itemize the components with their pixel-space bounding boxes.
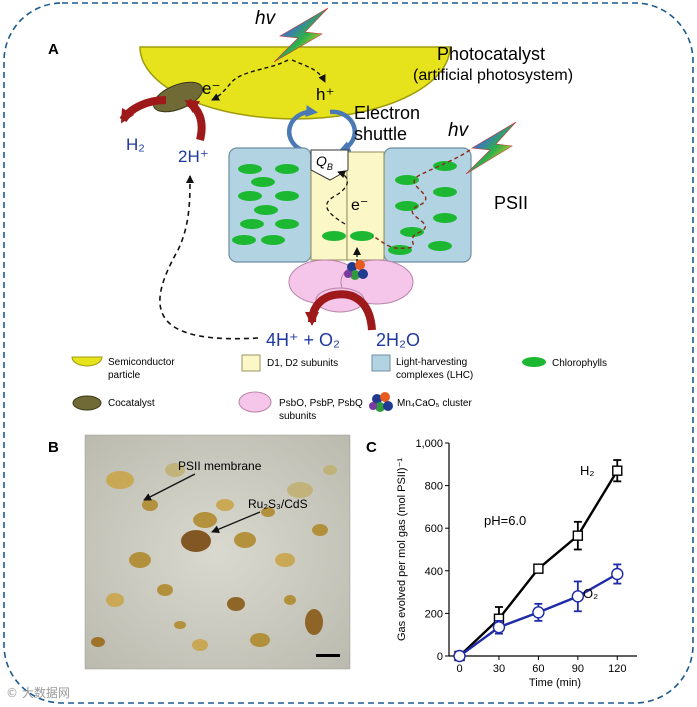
y-tick-label: 0 [437, 651, 443, 663]
legend: Semiconductor particle D1, D2 subunits L… [71, 354, 607, 422]
gas-evolution-chart: 0 200 400 600 800 1,000 0 30 60 90 120 Time (min) Ga… [396, 438, 637, 689]
h-plus-label: h⁺ [316, 85, 334, 104]
chlorophylls-left [232, 164, 374, 245]
shuttle-arc-right [329, 109, 357, 153]
lhc-left [228, 147, 312, 263]
data-point-o2 [571, 590, 585, 603]
two-h-plus-label: 2H⁺ [178, 147, 209, 166]
y-tick-label: 1,000 [415, 438, 443, 450]
micrograph-particles [91, 463, 337, 651]
artificial-label: (artificial photosystem) [413, 67, 573, 84]
shuttle-arc-left [287, 105, 318, 153]
photocatalyst-label: Photocatalyst [437, 44, 545, 64]
legend-psbo-line2: subunits [279, 411, 316, 422]
x-tick-label: 0 [456, 663, 462, 675]
ru2s3-arrow [211, 511, 261, 533]
panel-c-label: C [366, 439, 377, 456]
panel-c: C 0 200 400 600 800 1,000 0 30 60 90 120 Time (min)… [366, 438, 637, 689]
ru2s3-label: Ru₂S₃/CdS [248, 497, 308, 511]
psii-membrane-arrow [143, 473, 196, 501]
h-plus-red-arrow [184, 98, 206, 141]
legend-semiconductor-line1: Semiconductor [108, 357, 175, 368]
x-axis-title: Time (min) [529, 677, 581, 689]
proton-transfer-path [159, 175, 259, 340]
qb-label: QB [316, 153, 333, 172]
lightning-icon-right [465, 121, 517, 175]
legend-psbo-line1: PsbO, PsbP, PsbQ [279, 398, 363, 409]
legend-mn-cluster-icon [369, 392, 393, 412]
mn-cluster [344, 260, 368, 280]
hv-label-right: hv [448, 120, 470, 141]
legend-mn-cluster-label: Mn₄CaO₅ cluster [397, 398, 472, 409]
electron-label: Electron [354, 103, 420, 123]
data-point-o2 [492, 621, 506, 634]
legend-lhc-line2: complexes (LHC) [396, 370, 473, 381]
e-minus-label: e⁻ [202, 79, 220, 98]
data-point-o2 [453, 649, 466, 663]
psii-label: PSII [494, 193, 528, 213]
water-oxidation-red-arrow [305, 290, 376, 331]
legend-d1d2-label: D1, D2 subunits [267, 358, 338, 369]
panel-b: B PSII membrane [48, 434, 351, 670]
panel-a: A hv e⁻ h⁺ Photocatalyst (artificial pho… [48, 7, 607, 422]
y-tick-label: 800 [425, 481, 443, 493]
legend-lhc-line1: Light-harvesting [396, 357, 467, 368]
y-tick-label: 200 [425, 608, 443, 620]
reaction-left-label: 4H⁺ + O₂ [266, 330, 340, 350]
series-line-h2 [458, 470, 619, 657]
legend-semiconductor-icon [71, 356, 103, 367]
h2-label: H₂ [126, 135, 145, 154]
shuttle-label: shuttle [354, 124, 407, 144]
data-point-h2 [533, 563, 544, 574]
legend-chlorophyll-label: Chlorophylls [552, 358, 607, 369]
cocatalyst [152, 81, 204, 113]
legend-chlorophyll-icon [522, 357, 546, 367]
data-point-o2 [611, 567, 624, 581]
electron-path-dashed [211, 59, 289, 101]
data-point-h2 [572, 530, 584, 541]
scale-bar [316, 654, 340, 657]
ph-label: pH=6.0 [484, 513, 526, 528]
legend-cocatalyst-icon [72, 395, 102, 411]
x-tick-label: 30 [493, 663, 505, 675]
x-tick-label: 90 [572, 663, 584, 675]
x-tick-label: 120 [608, 663, 626, 675]
inner-electron-path [326, 170, 349, 225]
hole-path-dashed [291, 59, 326, 83]
psii-membrane-label: PSII membrane [178, 459, 262, 473]
x-tick-label: 60 [532, 663, 544, 675]
reaction-right-label: 2H₂O [376, 330, 420, 350]
o2-series-label: O₂ [583, 586, 598, 601]
y-tick-label: 600 [425, 523, 443, 535]
data-point-o2 [532, 606, 545, 619]
lightning-icon-top [273, 7, 329, 63]
y-axis-title: Gas evolved per mol gas (mol PSII)⁻¹ [396, 458, 408, 641]
legend-d1d2-icon [241, 354, 261, 372]
data-point-h2 [612, 465, 623, 476]
panel-b-label: B [48, 439, 59, 456]
d2-subunit [346, 151, 385, 261]
hv-label-top: hv [255, 8, 277, 29]
legend-semiconductor-line2: particle [108, 370, 141, 381]
watermark: © 大数据网 [6, 686, 70, 700]
e-minus-inner-label: e⁻ [351, 197, 368, 214]
figure-frame [3, 2, 694, 704]
semiconductor-particle [139, 46, 451, 120]
energy-transfer-path [371, 149, 471, 249]
h2-red-arrow [119, 96, 167, 124]
h2-series-label: H₂ [580, 463, 594, 478]
y-tick-label: 400 [425, 566, 443, 578]
legend-lhc-icon [371, 354, 391, 372]
legend-cocatalyst-label: Cocatalyst [108, 398, 155, 409]
legend-psbo-icon [238, 391, 272, 413]
panel-a-label: A [48, 41, 59, 58]
